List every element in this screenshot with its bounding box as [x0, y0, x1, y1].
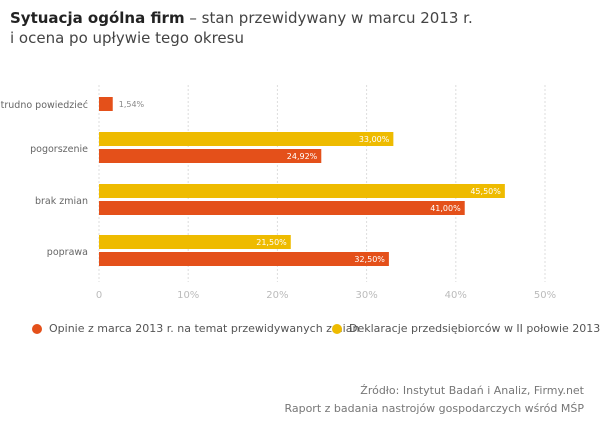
data-label: 1,54% [119, 100, 145, 109]
x-tick-label: 40% [445, 290, 467, 301]
category-label: poprawa [47, 247, 88, 258]
bar [99, 149, 322, 163]
data-label: 32,50% [354, 255, 385, 264]
data-label: 24,92% [287, 152, 318, 161]
legend-dot-orange [32, 323, 42, 334]
title-rest: – stan przewidywany w marcu 2013 r. [184, 9, 473, 27]
x-tick-label: 20% [266, 290, 288, 301]
bar [99, 184, 505, 198]
title-line2: i ocena po upływie tego okresu [10, 29, 244, 47]
bar [99, 97, 113, 111]
bar [99, 235, 291, 249]
legend-item-deklaracje: Deklaracje przedsiębiorców w II połowie … [332, 322, 600, 335]
x-tick-label: 50% [534, 290, 556, 301]
bar-chart: 0 10% 20% 30% 40% 50% trudno powiedzieć 1,54% po… [1, 85, 556, 301]
x-tick-label: 10% [177, 290, 199, 301]
x-tick-label: 30% [355, 290, 377, 301]
data-label: 45,50% [470, 187, 501, 196]
bar [99, 132, 394, 146]
data-label: 21,50% [256, 238, 287, 247]
data-label: 41,00% [430, 204, 461, 213]
source-note: Źródło: Instytut Badań i Analiz, Firmy.n… [284, 382, 584, 418]
chart-title: Sytuacja ogólna firm – stan przewidywany… [10, 8, 473, 48]
category-label: trudno powiedzieć [1, 100, 88, 111]
source-line-1: Źródło: Instytut Badań i Analiz, Firmy.n… [360, 384, 584, 397]
legend-label: Opinie z marca 2013 r. na temat przewidy… [49, 322, 360, 335]
legend-dot-yellow [332, 323, 342, 334]
title-bold: Sytuacja ogólna firm [10, 9, 185, 27]
category-label: pogorszenie [30, 144, 88, 155]
category-label: brak zmian [35, 196, 88, 207]
bar [99, 252, 389, 266]
bar [99, 201, 465, 215]
x-tick-label: 0 [96, 290, 102, 301]
legend-label: Deklaracje przedsiębiorców w II połowie … [349, 322, 600, 335]
source-line-2: Raport z badania nastrojów gospodarczych… [284, 402, 584, 415]
legend-item-opinie: Opinie z marca 2013 r. na temat przewidy… [32, 322, 359, 335]
data-label: 33,00% [359, 135, 390, 144]
